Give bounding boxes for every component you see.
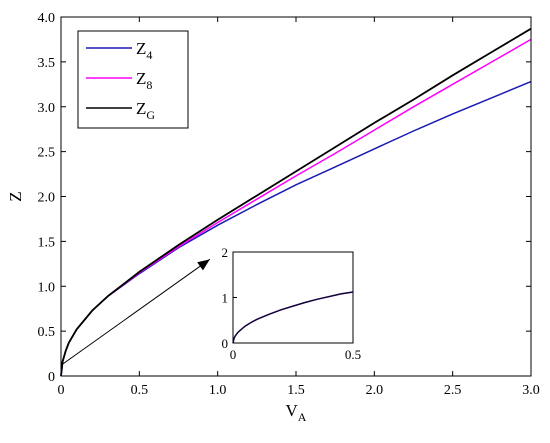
inset-y-tick-label: 2 [222, 245, 229, 260]
y-tick-label: 4.0 [38, 11, 56, 26]
y-tick-label: 3.0 [38, 101, 56, 116]
annotation-arrow-head [197, 259, 210, 271]
y-tick-label: 0 [48, 370, 55, 385]
legend-label-8: Z8 [136, 69, 152, 92]
legend: Z4 Z8 ZG [77, 30, 189, 129]
y-tick-label: 1.5 [38, 235, 56, 250]
series-line-g [60, 27, 532, 377]
y-tick-label: 2.5 [38, 146, 56, 161]
y-axis-title: Z [6, 191, 25, 201]
x-tick-label: 0 [58, 383, 65, 398]
x-tick-label: 0.5 [131, 383, 149, 398]
x-tick-label: 1.5 [287, 383, 305, 398]
x-axis-title-sub: A [298, 410, 307, 424]
plot-lines [60, 27, 532, 377]
inset-frame [232, 251, 354, 344]
inset-chart: 0 0.5 0 1 2 [222, 245, 362, 362]
annotation-arrow-layer [60, 258, 211, 366]
x-axis-title: VA [286, 401, 307, 424]
legend-box [77, 30, 189, 129]
annotation-arrow-shaft [60, 258, 211, 366]
inset-y-tick-label: 1 [222, 291, 229, 306]
inset-line-black [232, 291, 354, 344]
y-tick-label: 3.5 [38, 56, 56, 71]
legend-label-g: ZG [136, 99, 155, 122]
inset-x-tick-label: 0.5 [345, 347, 361, 362]
inset-y-tick-label: 0 [222, 336, 229, 351]
x-axis-title-main: V [286, 401, 299, 420]
main-axes: 0 0.5 1.0 1.5 2.0 2.5 3.0 0 0.5 1.0 1.5 2.0 2.5 3.0 3.… [38, 11, 540, 398]
y-tick-label: 0.5 [38, 325, 56, 340]
y-tick-label: 1.0 [38, 280, 56, 295]
x-tick-label: 1.0 [209, 383, 227, 398]
x-tick-label: 3.0 [522, 383, 540, 398]
x-tick-label: 2.0 [366, 383, 384, 398]
x-tick-label: 2.5 [444, 383, 462, 398]
inset-x-tick-label: 0 [230, 347, 237, 362]
y-tick-label: 2.0 [38, 191, 56, 206]
legend-label-4: Z4 [136, 39, 152, 62]
